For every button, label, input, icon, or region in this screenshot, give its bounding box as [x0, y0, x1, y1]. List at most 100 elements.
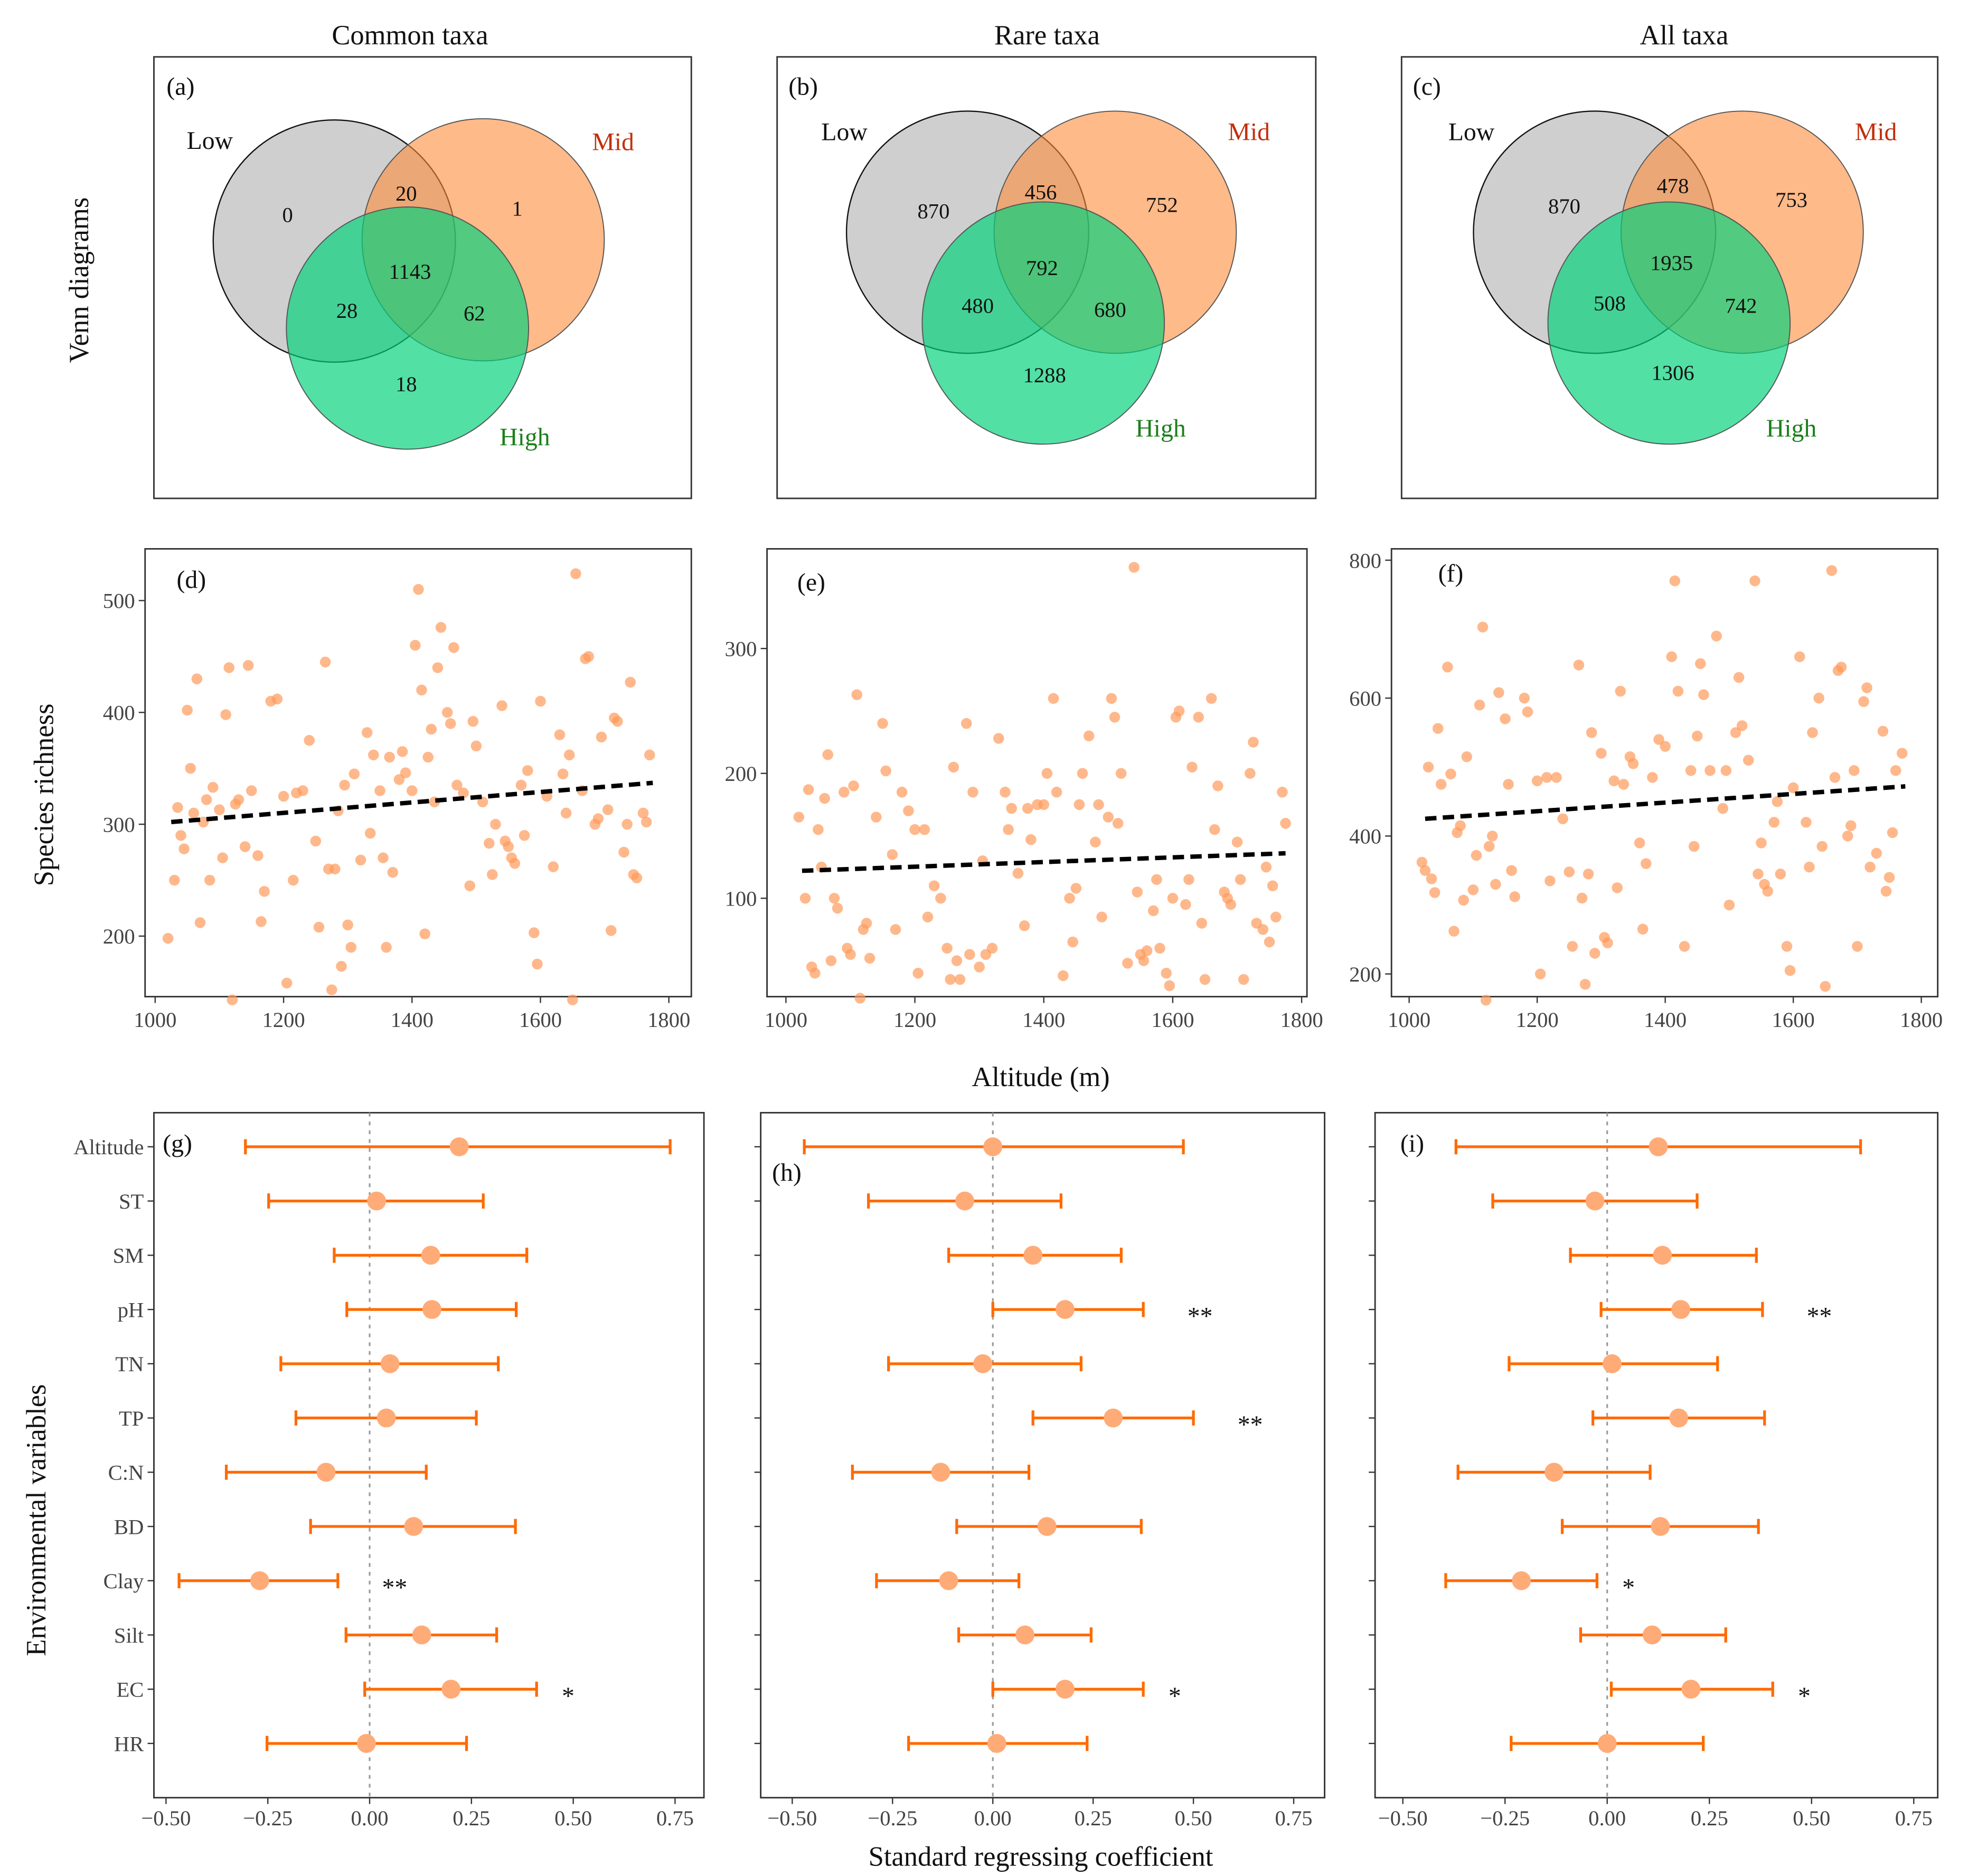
x-tick-label: 0.25: [453, 1806, 490, 1830]
x-tick-label: 1800: [647, 1008, 690, 1032]
data-point: [945, 974, 956, 985]
data-point: [407, 785, 418, 796]
data-point: [1672, 685, 1684, 697]
coefficient-point: [367, 1191, 387, 1211]
data-point: [345, 941, 357, 953]
x-tick-label: 1400: [391, 1008, 434, 1032]
data-point: [310, 835, 322, 847]
x-tick-label: 0.75: [1275, 1806, 1312, 1830]
x-tick-label: 1400: [1644, 1008, 1687, 1032]
x-tick-label: 0.00: [1588, 1806, 1626, 1830]
data-point: [1486, 831, 1498, 842]
data-point: [622, 818, 633, 830]
venn-count-low-mid: 20: [396, 182, 417, 205]
data-point: [1775, 868, 1786, 880]
venn-set-label-high: High: [1766, 414, 1817, 442]
data-point: [355, 854, 366, 866]
data-point: [1280, 818, 1291, 829]
data-point: [954, 974, 966, 985]
variable-label: SM: [113, 1244, 144, 1268]
coefficient-point: [1671, 1300, 1690, 1319]
x-tick-label: −0.25: [243, 1806, 293, 1830]
data-point: [1762, 885, 1773, 897]
data-point: [503, 841, 514, 852]
data-point: [477, 796, 488, 807]
data-point: [1180, 899, 1191, 910]
venn-count-low-high: 28: [336, 299, 358, 323]
data-point: [1206, 693, 1217, 704]
venn-count-low-high: 480: [962, 294, 994, 318]
data-point: [1647, 772, 1658, 783]
data-point: [967, 786, 978, 798]
venn-set-label-low: Low: [821, 118, 868, 146]
significance-marker: *: [562, 1682, 575, 1710]
coefficient-point: [449, 1137, 469, 1156]
data-point: [191, 673, 203, 684]
data-point: [1637, 923, 1649, 935]
data-point: [483, 837, 495, 849]
x-tick-label: 1600: [1772, 1008, 1815, 1032]
data-point: [1235, 874, 1246, 885]
venn-count-high-only: 1306: [1651, 361, 1694, 384]
scatter-y-label: Species richness: [29, 703, 59, 886]
data-point: [1801, 816, 1812, 828]
venn-count-low-mid: 456: [1025, 181, 1057, 204]
data-point: [1051, 786, 1062, 798]
data-point: [1669, 575, 1681, 587]
data-point: [336, 960, 347, 972]
panel-frame: [776, 56, 1317, 499]
data-point: [871, 812, 882, 823]
data-point: [487, 869, 498, 880]
data-point: [1519, 692, 1530, 704]
data-point: [1019, 920, 1030, 931]
data-point: [1545, 875, 1556, 887]
data-point: [993, 733, 1004, 744]
data-point: [175, 829, 186, 841]
data-point: [1058, 970, 1069, 982]
data-point: [233, 794, 244, 805]
variable-label: C:N: [108, 1461, 144, 1485]
data-point: [1257, 924, 1269, 935]
column-title-all: All taxa: [1640, 20, 1729, 51]
data-point: [1749, 575, 1760, 587]
data-point: [1115, 768, 1127, 779]
data-point: [1212, 780, 1223, 791]
data-point: [1688, 841, 1700, 852]
data-point: [560, 807, 572, 819]
x-tick-label: 1000: [765, 1008, 807, 1032]
data-point: [625, 676, 636, 688]
coefficient-point: [987, 1734, 1006, 1753]
venn-count-mid-only: 1: [512, 197, 522, 221]
scatter-panel-d: 1000 1200 1400 1600 1800 200 300 400 500 (d): [103, 548, 692, 1032]
data-point: [319, 656, 331, 668]
forest-panel-i: −0.50 −0.25 0.00 0.25 0.50 0.75****(i): [1369, 1111, 1939, 1830]
x-tick-label: 1800: [1280, 1008, 1323, 1032]
coefficient-point: [1037, 1517, 1057, 1536]
data-point: [1474, 699, 1485, 711]
data-point: [256, 916, 267, 927]
data-point: [445, 718, 456, 729]
data-point: [178, 843, 190, 854]
data-point: [1248, 737, 1259, 748]
data-point: [1193, 712, 1204, 723]
panel-label: (d): [176, 566, 206, 594]
data-point: [1884, 872, 1895, 883]
data-point: [825, 955, 837, 966]
significance-marker: **: [1188, 1303, 1213, 1331]
data-point: [413, 583, 424, 595]
venn-count-low-high: 508: [1594, 291, 1626, 315]
data-point: [1608, 775, 1619, 787]
data-point: [1720, 765, 1732, 776]
panel-label: (h): [772, 1158, 802, 1186]
significance-marker: *: [1169, 1682, 1181, 1710]
panel-label: (c): [1413, 72, 1441, 100]
data-point: [1093, 799, 1104, 810]
data-point: [612, 715, 623, 727]
data-point: [448, 642, 459, 653]
data-point: [1148, 905, 1159, 917]
data-point: [1691, 730, 1703, 742]
venn-count-mid-high: 680: [1094, 298, 1126, 322]
data-point: [1506, 865, 1517, 876]
data-point: [1596, 748, 1607, 759]
variable-label: Silt: [114, 1624, 144, 1647]
